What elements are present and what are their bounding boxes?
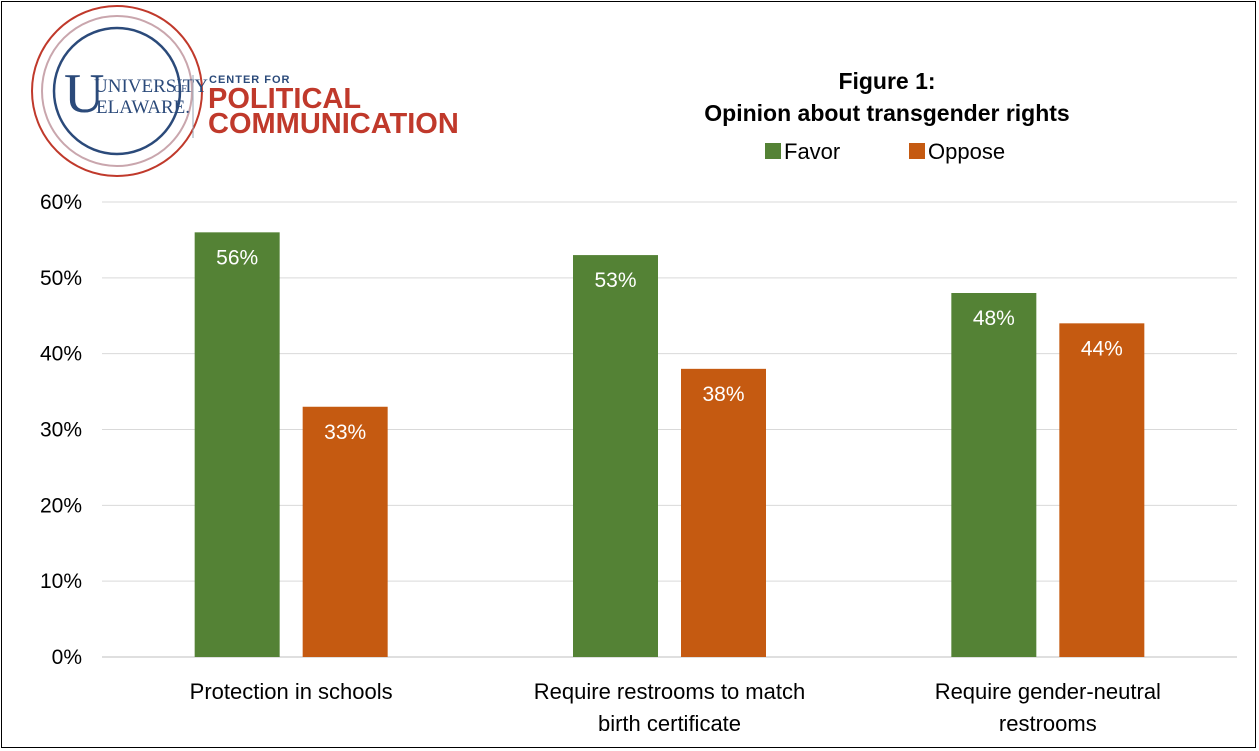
x-axis-categories: Protection in schools Require restrooms t… [190, 679, 1161, 736]
bar-oppose-1 [302, 406, 388, 657]
legend-label-favor: Favor [784, 139, 840, 164]
bar-oppose-2 [681, 368, 766, 657]
legend-label-oppose: Oppose [928, 139, 1005, 164]
y-axis-ticks: 0% 10% 20% 30% 40% 50% 60% [40, 191, 82, 669]
bar-favor-1 [194, 232, 280, 658]
bar-favor-3 [951, 293, 1037, 657]
data-label-favor-1: 56% [216, 246, 258, 269]
data-label-oppose-3: 44% [1081, 337, 1123, 360]
legend: Favor Oppose [765, 139, 1005, 164]
logo-ring-inner [52, 26, 182, 156]
logo-ud-monogram: U [64, 63, 104, 125]
category-label: Require restrooms to match [534, 679, 805, 704]
gridlines [102, 201, 1237, 658]
logo-of-text: OF [174, 84, 187, 95]
logo-political: POLITICAL [208, 83, 361, 115]
legend-swatch-favor [765, 143, 781, 159]
university-logo: U UNIVERSITY OF ELAWARE. CENTER FOR POLI… [31, 5, 459, 177]
logo-communication: COMMUNICATION [208, 108, 459, 140]
y-tick-label: 20% [40, 494, 82, 517]
logo-university-text: UNIVERSITY [94, 76, 208, 97]
y-tick-label: 40% [40, 343, 82, 366]
y-tick-label: 0% [52, 646, 82, 669]
y-tick-label: 60% [40, 191, 82, 214]
y-tick-label: 50% [40, 267, 82, 290]
data-label-favor-3: 48% [973, 307, 1015, 330]
logo-center-for: CENTER FOR [209, 74, 291, 86]
bars: 56% 33% 53% 38% 48% 44% [194, 232, 1145, 658]
logo-ring-outer [31, 5, 203, 177]
y-tick-label: 10% [40, 570, 82, 593]
category-label: Protection in schools [190, 679, 393, 704]
category-label: Require gender-neutral [935, 679, 1161, 704]
category-label: restrooms [999, 711, 1097, 736]
logo-ring-middle [41, 15, 193, 167]
bar-oppose-3 [1059, 323, 1145, 657]
data-label-oppose-1: 33% [324, 421, 366, 444]
y-tick-label: 30% [40, 419, 82, 442]
data-label-favor-2: 53% [594, 269, 636, 292]
category-label: birth certificate [598, 711, 741, 736]
legend-swatch-oppose [909, 143, 925, 159]
chart-subtitle: Opinion about transgender rights [704, 100, 1069, 126]
bar-favor-2 [573, 255, 658, 658]
data-label-oppose-2: 38% [702, 383, 744, 406]
logo-delaware-text: ELAWARE. [96, 97, 190, 118]
chart-title: Figure 1: [838, 68, 935, 94]
